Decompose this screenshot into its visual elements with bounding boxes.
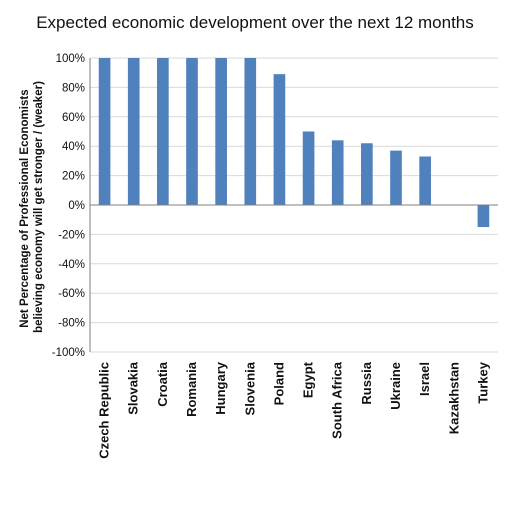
x-tick-label: Turkey bbox=[475, 361, 490, 403]
x-tick-label: Slovakia bbox=[126, 361, 141, 415]
y-tick-label: -60% bbox=[58, 288, 85, 300]
bar bbox=[244, 58, 257, 205]
x-tick-label: Russia bbox=[359, 361, 374, 404]
bars bbox=[98, 58, 490, 228]
y-axis-label: Net Percentage of Professional Economist… bbox=[19, 81, 45, 333]
bar bbox=[477, 205, 490, 228]
y-tick-label: -20% bbox=[58, 229, 85, 241]
x-tick-label: Romania bbox=[184, 361, 199, 417]
x-tick-label: Poland bbox=[271, 362, 286, 405]
y-tick-label: 100% bbox=[56, 53, 85, 65]
x-tick-label: Slovenia bbox=[242, 361, 257, 415]
y-tick-label: 20% bbox=[62, 171, 85, 183]
x-tick-label: Israel bbox=[417, 362, 432, 396]
x-tick-label: Ukraine bbox=[388, 362, 403, 410]
bar bbox=[390, 150, 402, 205]
x-tick-label: Croatia bbox=[155, 361, 170, 407]
bar bbox=[331, 140, 344, 205]
y-tick-label: 80% bbox=[62, 82, 85, 94]
x-axis-labels: Czech Republic Slovakia Croatia Romania Hung… bbox=[97, 361, 491, 459]
x-tick-label: Kazakhstan bbox=[446, 362, 461, 434]
x-tick-label: Hungary bbox=[213, 361, 228, 415]
y-axis-ticks: -100% -80% -60% -40% -20% 0% 20% 40% 60% 80% 100% bbox=[52, 53, 85, 359]
y-tick-label: -100% bbox=[52, 347, 85, 359]
bar bbox=[157, 58, 169, 205]
bar bbox=[361, 143, 373, 205]
chart-title: Expected economic development over the n… bbox=[36, 13, 474, 32]
y-axis-label-line-2: believing economy will get stronger / (w… bbox=[33, 81, 45, 333]
x-tick-label: South Africa bbox=[330, 361, 345, 439]
y-tick-label: -40% bbox=[58, 259, 85, 271]
bar bbox=[127, 58, 140, 205]
y-tick-label: 40% bbox=[62, 141, 85, 153]
y-tick-label: -80% bbox=[58, 318, 85, 330]
y-tick-label: 0% bbox=[68, 200, 85, 212]
bar bbox=[273, 74, 286, 205]
x-tick-label: Czech Republic bbox=[97, 362, 112, 459]
bar bbox=[98, 58, 111, 205]
y-tick-label: 60% bbox=[62, 112, 85, 124]
bar bbox=[186, 58, 198, 205]
bar bbox=[419, 156, 431, 205]
y-axis-label-line-1: Net Percentage of Professional Economist… bbox=[19, 89, 31, 327]
x-tick-label: Egypt bbox=[301, 361, 316, 398]
bar bbox=[302, 131, 315, 205]
bar bbox=[215, 58, 227, 205]
